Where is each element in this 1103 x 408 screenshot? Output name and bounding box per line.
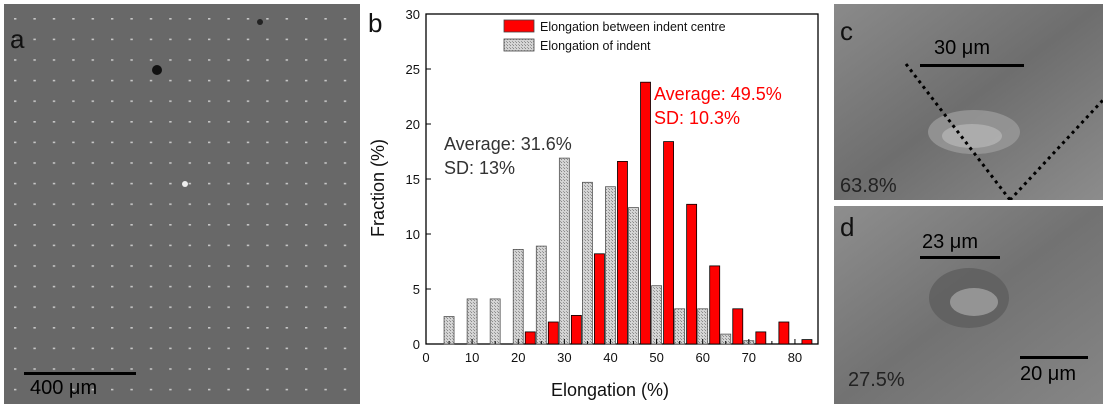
panel-a-scale-bar-label: 400 μm xyxy=(30,377,98,399)
x-tick-label-60: 60 xyxy=(695,350,709,365)
bar-indent-55 xyxy=(674,308,686,345)
legend-swatch-0 xyxy=(503,19,535,33)
bar-centre-55 xyxy=(686,203,698,345)
x-tick-label-0: 0 xyxy=(422,350,429,365)
y-tick-label-0: 0 xyxy=(413,337,420,352)
annotation-1-line-1: SD: 13% xyxy=(444,158,515,178)
legend: Elongation between indent centre Elongati… xyxy=(503,19,726,53)
annotations: Average: 49.5% SD: 10.3% Average: 31.6% SD:… xyxy=(444,84,782,178)
panel-c-scale-bar xyxy=(920,64,1024,67)
bar-centre-70 xyxy=(755,331,767,345)
sem-image-d-texture xyxy=(834,206,1103,404)
x-tick-label-70: 70 xyxy=(742,350,756,365)
y-tick-label-15: 15 xyxy=(406,172,420,187)
x-axis-label: Elongation (%) xyxy=(551,380,669,400)
bar-indent-50 xyxy=(651,285,662,345)
panel-d-scale-bar-bottom-label: 20 μm xyxy=(1020,363,1076,385)
legend-label-1: Elongation of indent xyxy=(540,39,651,53)
x-tick-label-30: 30 xyxy=(557,350,571,365)
sem-image-panel-a: a 400 μm xyxy=(4,4,360,404)
bar-indent-15 xyxy=(489,298,501,345)
bar-indent-30 xyxy=(558,157,570,345)
panel-d-scale-bar-top xyxy=(920,256,1000,259)
panel-b-label: b xyxy=(368,8,382,38)
y-tick-label-25: 25 xyxy=(406,62,420,77)
bar-indent-45 xyxy=(628,207,639,345)
bar-centre-60 xyxy=(709,265,721,345)
y-axis-label: Fraction (%) xyxy=(368,139,388,237)
sem-image-panel-d: d 23 μm 27.5% 20 μm xyxy=(834,206,1103,404)
axis-ticks: 0 10 20 30 40 50 60 70 80 0 5 10 15 20 25 30 xyxy=(406,7,803,365)
bar-indent-20 xyxy=(512,248,524,345)
bar-indent-40 xyxy=(605,186,616,345)
x-tick-label-40: 40 xyxy=(603,350,617,365)
panel-c-label: c xyxy=(840,16,853,46)
bar-centre-65 xyxy=(732,308,744,345)
sem-image-a-texture xyxy=(4,4,360,404)
bar-centre-50 xyxy=(663,141,674,345)
bar-centre-80 xyxy=(801,339,813,345)
x-tick-label-10: 10 xyxy=(465,350,479,365)
bar-centre-30 xyxy=(570,314,582,345)
bars-elongation-between-indent-centre xyxy=(524,81,813,345)
x-tick-label-50: 50 xyxy=(649,350,663,365)
y-tick-label-30: 30 xyxy=(406,7,420,22)
panel-d-scale-bar-top-label: 23 μm xyxy=(922,231,978,253)
panel-d-percent: 27.5% xyxy=(848,369,905,391)
bar-indent-25 xyxy=(535,245,547,345)
bar-centre-75 xyxy=(778,321,790,345)
sem-image-c-texture xyxy=(834,4,1103,200)
panel-a-label: a xyxy=(10,24,25,54)
x-tick-label-20: 20 xyxy=(511,350,525,365)
bar-centre-25 xyxy=(547,321,559,345)
annotation-0-line-0: Average: 49.5% xyxy=(654,84,782,104)
panel-c-scale-bar-label: 30 μm xyxy=(934,37,990,59)
bar-centre-45 xyxy=(640,81,651,345)
annotation-0-line-1: SD: 10.3% xyxy=(654,108,740,128)
legend-label-0: Elongation between indent centre xyxy=(540,20,726,34)
x-tick-label-80: 80 xyxy=(788,350,802,365)
bar-indent-35 xyxy=(582,181,593,345)
bar-indent-5 xyxy=(443,316,455,345)
bar-indent-60 xyxy=(697,308,709,345)
legend-swatch-1 xyxy=(503,38,535,52)
bar-centre-35 xyxy=(594,253,605,345)
bar-indent-10 xyxy=(466,298,478,345)
panel-d-label: d xyxy=(840,212,855,242)
y-tick-label-5: 5 xyxy=(413,282,420,297)
sem-image-panel-c: c 30 μm 63.8% xyxy=(834,4,1103,200)
bar-centre-40 xyxy=(617,160,628,345)
histogram-chart: 0 10 20 30 40 50 60 70 80 0 5 10 15 20 25 30 Elongation… xyxy=(368,7,819,400)
panel-d-scale-bar-bottom xyxy=(1020,356,1088,359)
y-tick-label-20: 20 xyxy=(406,117,420,132)
panel-c-percent: 63.8% xyxy=(840,175,897,197)
annotation-1-line-0: Average: 31.6% xyxy=(444,134,572,154)
bar-centre-20 xyxy=(524,331,536,345)
panel-a-scale-bar xyxy=(24,372,136,375)
y-tick-label-10: 10 xyxy=(406,227,420,242)
